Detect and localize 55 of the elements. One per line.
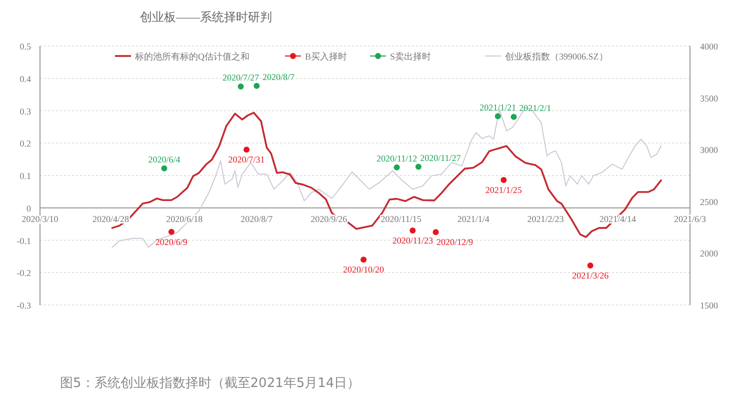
y-tick-label: -0.1 (16, 236, 31, 246)
annotation: 2021/2/1 (519, 102, 552, 113)
legend-label: 标的池所有标的Q估计值之和 (134, 52, 250, 62)
point (360, 256, 367, 263)
annotation: 2021/1/25 (485, 185, 522, 196)
point (500, 177, 507, 184)
y2-tick-label: 4000 (700, 42, 718, 52)
y2-tick-label: 3500 (700, 93, 718, 104)
point (161, 165, 168, 172)
y-tick-label: 0.2 (20, 138, 31, 149)
annotation: 2021/3/26 (572, 270, 610, 281)
point (410, 228, 416, 234)
y2-tick-label: 3000 (700, 145, 718, 156)
point (494, 113, 501, 120)
y-tick-label: 0.1 (20, 171, 31, 181)
point (587, 262, 594, 269)
annotation: 2020/12/9 (436, 237, 474, 248)
point (244, 146, 250, 153)
point (415, 164, 422, 170)
point (510, 114, 517, 120)
point (238, 83, 244, 90)
y2-tick-label: 2500 (700, 196, 718, 207)
y-tick-label: 0.4 (20, 74, 32, 84)
annotation: 2020/11/27 (420, 152, 462, 163)
caption: 图5：系统创业板指数择时（截至2021年5月14日） (60, 376, 360, 391)
x-tick-label: 2021/2/23 (527, 214, 564, 224)
annotation: 2020/11/12 (376, 153, 418, 164)
y-tick-label: 0.3 (20, 106, 32, 116)
x-tick-label: 2020/4/28 (92, 214, 130, 224)
annotation: 2020/6/9 (155, 236, 188, 247)
y-tick-label: -0.3 (16, 300, 32, 310)
annotation: 2020/6/4 (148, 154, 181, 164)
legend-label: S卖出择时 (390, 52, 432, 62)
y-tick-label: 0 (26, 203, 32, 214)
y-tick-label: -0.2 (16, 268, 31, 278)
annotation: 2020/7/27 (222, 72, 260, 82)
x-tick-label: 2020/6/18 (166, 214, 204, 224)
chart-title: 创业板——系统择时研判 (140, 10, 272, 24)
y2-tick-label: 1500 (700, 300, 718, 310)
annotation: 2020/11/23 (392, 236, 434, 246)
point (394, 164, 400, 170)
legend-label: 创业板指数（399006.SZ） (505, 52, 608, 62)
x-tick-label: 2020/11/15 (380, 214, 422, 224)
point (432, 229, 439, 236)
annotation: 2020/7/31 (228, 154, 265, 165)
y-tick-label: 0.5 (20, 42, 32, 52)
point (168, 228, 174, 235)
legend-label: B买入择时 (305, 52, 348, 62)
x-tick-label: 2020/8/7 (240, 214, 274, 224)
x-tick-label: 2021/1/4 (457, 214, 490, 224)
point (254, 82, 260, 89)
annotation: 2021/1/21 (480, 102, 516, 112)
y2-tick-label: 2000 (700, 248, 718, 259)
annotation: 2020/10/20 (343, 264, 385, 275)
annotation: 2020/8/7 (262, 72, 296, 82)
